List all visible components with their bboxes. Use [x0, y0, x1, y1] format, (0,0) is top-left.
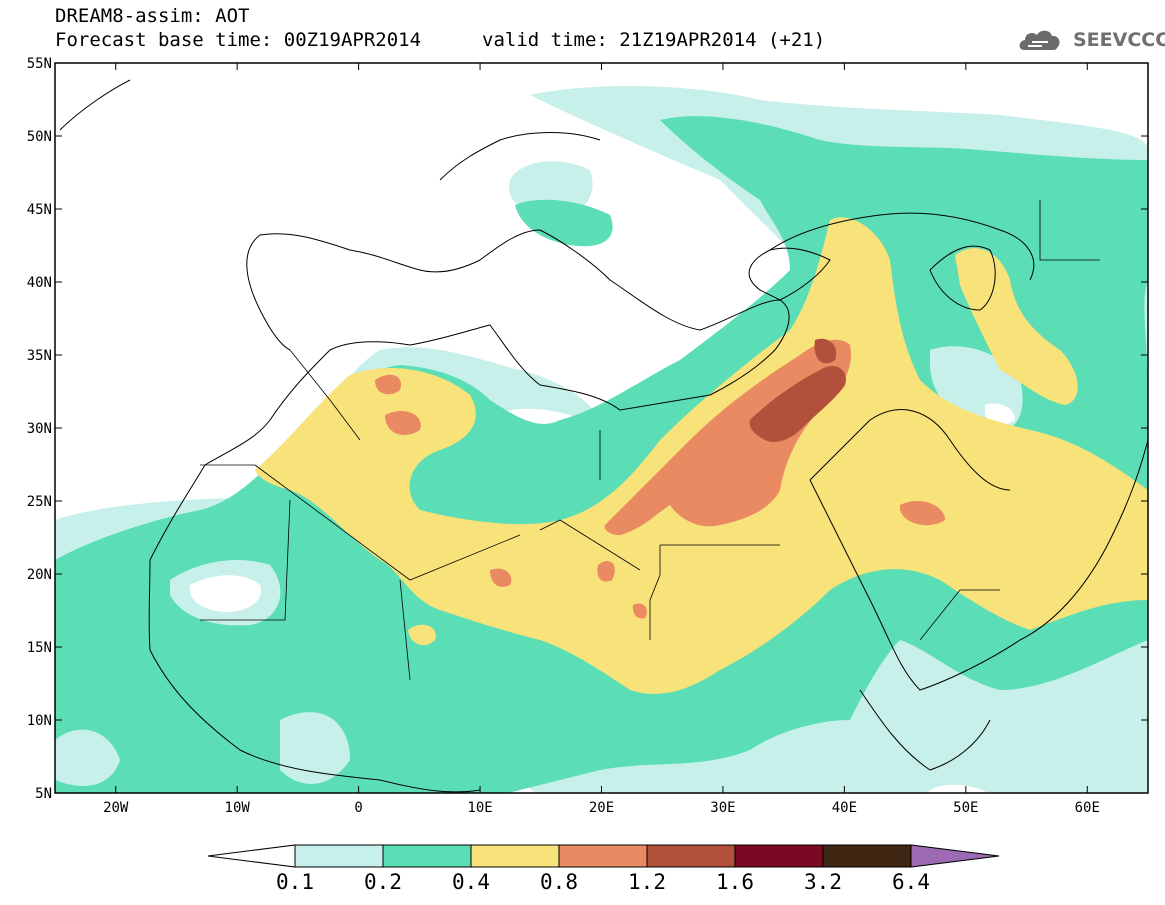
lon-tick-label: 10W: [225, 800, 251, 816]
lat-tick-label: 15N: [27, 640, 52, 656]
lon-tick-label: 10E: [467, 800, 492, 816]
lon-tick-label: 40E: [832, 800, 857, 816]
lon-tick-label: 20E: [589, 800, 614, 816]
colorbar: 0.1 0.2 0.4 0.8 1.2 1.6 3.2 6.4: [207, 844, 1000, 894]
aot-band-1.2: [749, 338, 846, 442]
cloud-logo-icon: [1019, 30, 1060, 50]
colorbar-label: 0.2: [364, 870, 402, 894]
colorbar-label: 1.2: [628, 870, 666, 894]
lon-tick-label: 60E: [1075, 800, 1100, 816]
lat-tick-label: 25N: [27, 494, 52, 510]
aot-field: [55, 85, 1148, 793]
forecast-base-time: Forecast base time: 00Z19APR2014: [55, 29, 422, 51]
valid-time: valid time: 21Z19APR2014 (+21): [482, 29, 826, 51]
colorbar-bin: [822, 844, 912, 868]
colorbar-below-arrow: [207, 844, 296, 868]
lon-tick-label: 50E: [953, 800, 978, 816]
lat-tick-label: 30N: [27, 421, 52, 437]
lat-tick-label: 55N: [27, 56, 52, 72]
lon-tick-label: 30E: [710, 800, 735, 816]
colorbar-label: 1.6: [716, 870, 754, 894]
colorbar-label: 0.8: [540, 870, 578, 894]
colorbar-bin: [734, 844, 824, 868]
latitude-ticks: 55N 50N 45N 40N 35N 30N 25N 20N 15N 10N 5N: [27, 56, 1148, 802]
colorbar-bin: [382, 844, 472, 868]
lat-tick-label: 20N: [27, 567, 52, 583]
colorbar-label: 0.1: [276, 870, 314, 894]
borders: [200, 200, 1100, 681]
lon-tick-label: 0: [354, 800, 362, 816]
title: DREAM8-assim: AOT: [55, 5, 250, 27]
colorbar-label: 0.4: [452, 870, 490, 894]
lat-tick-label: 50N: [27, 129, 52, 145]
colorbar-bin: [470, 844, 560, 868]
lat-tick-label: 5N: [35, 786, 52, 802]
lat-tick-label: 10N: [27, 713, 52, 729]
coastlines: [59, 79, 1148, 793]
colorbar-label: 3.2: [804, 870, 842, 894]
colorbar-bin: [294, 844, 384, 868]
lat-tick-label: 40N: [27, 275, 52, 291]
lat-tick-label: 45N: [27, 202, 52, 218]
longitude-ticks: 20W 10W 0 10E 20E 30E 40E 50E 60E: [103, 63, 1100, 816]
colorbar-above-arrow: [910, 844, 1000, 868]
aot-gap-inner: [189, 403, 1015, 612]
colorbar-label: 6.4: [892, 870, 930, 894]
lon-tick-label: 20W: [103, 800, 129, 816]
logo-text: SEEVCCC: [1073, 29, 1165, 51]
colorbar-bin: [558, 844, 648, 868]
colorbar-bin: [646, 844, 736, 868]
lat-tick-label: 35N: [27, 348, 52, 364]
